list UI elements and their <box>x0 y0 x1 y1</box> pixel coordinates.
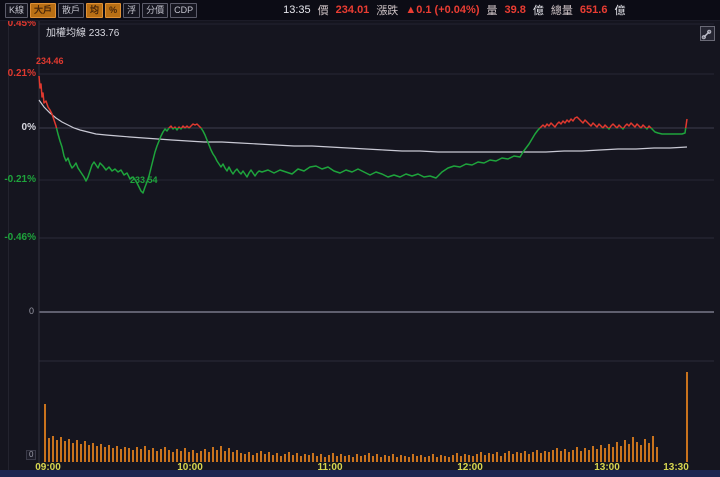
quote-strip: 13:35 價 234.01 漲跌 ▲0.1 (+0.04%) 量 39.8 億… <box>283 2 625 18</box>
toolbar-button-6[interactable]: 浮 <box>123 2 141 18</box>
panel-left-edge <box>8 20 9 470</box>
toolbar-button-5[interactable]: % <box>105 2 122 18</box>
quote-time: 13:35 <box>283 4 311 16</box>
volume-value: 39.8 <box>504 4 526 16</box>
total-volume-unit: 億 <box>614 5 626 17</box>
toolbar-button-8[interactable]: CDP <box>170 2 198 18</box>
toolbar-button-4[interactable]: 均 <box>86 2 104 18</box>
toolbar-button-3[interactable]: 散戶 <box>58 2 85 18</box>
x-axis-tick: 12:00 <box>457 462 483 473</box>
toolbar-button-1[interactable]: K線 <box>5 2 29 18</box>
link-icon[interactable] <box>700 26 715 41</box>
price-value: 234.01 <box>335 4 370 16</box>
total-volume-value: 651.6 <box>579 4 608 16</box>
volume-unit: 億 <box>532 5 544 17</box>
y-axis-tick: 0.21% <box>7 68 36 79</box>
session-low-price-label: 233.54 <box>130 175 158 185</box>
volume-zero-label: 0 <box>26 450 37 460</box>
change-label: 漲跌 <box>376 5 399 17</box>
toolbar-button-2[interactable]: 大戶 <box>30 2 57 18</box>
y-axis-tick: 0.45% <box>7 18 36 29</box>
vwap-value-label: 加權均線 233.76 <box>46 28 120 39</box>
x-axis-tick: 11:00 <box>317 462 343 473</box>
x-axis-tick: 13:30 <box>663 462 689 473</box>
total-volume-label: 總量 <box>550 5 573 17</box>
indicator-zero-label: 0 <box>28 306 34 316</box>
bottom-status-strip <box>0 470 720 477</box>
x-axis-tick: 09:00 <box>35 462 61 473</box>
y-axis-tick: -0.21% <box>4 174 36 185</box>
toolbar-button-group: K線 大戶 散戶均% 浮分價 CDP <box>5 2 198 18</box>
y-axis-tick: -0.46% <box>4 232 36 243</box>
x-axis-tick: 13:00 <box>594 462 620 473</box>
y-axis-tick: 0% <box>21 122 36 133</box>
toolbar-button-7[interactable]: 分價 <box>142 2 169 18</box>
top-toolbar: K線 大戶 散戶均% 浮分價 CDP 13:35 價 234.01 漲跌 ▲0.1 (+… <box>0 0 720 21</box>
change-value: ▲0.1 (+0.04%) <box>405 4 480 16</box>
link-icon-glyph <box>701 29 712 40</box>
x-axis-tick: 10:00 <box>177 462 203 473</box>
price-label: 價 <box>317 5 329 17</box>
volume-label: 量 <box>486 5 498 17</box>
open-high-price-label: 234.46 <box>36 56 64 66</box>
